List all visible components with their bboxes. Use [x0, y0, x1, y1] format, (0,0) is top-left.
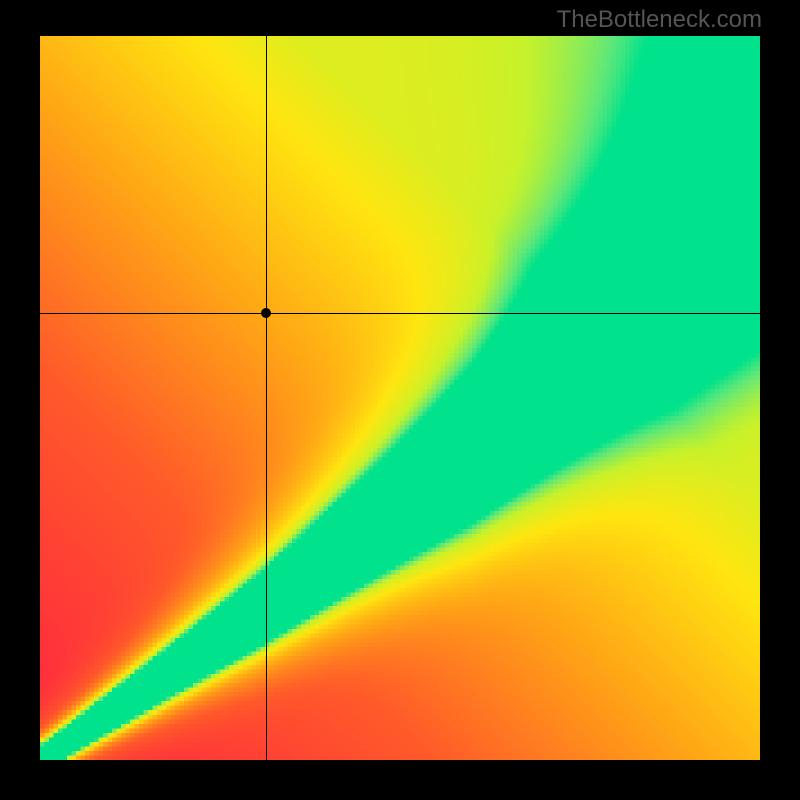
crosshair-horizontal [40, 313, 760, 314]
chart-container: TheBottleneck.com [0, 0, 800, 800]
crosshair-vertical [266, 36, 267, 760]
bottleneck-heatmap [40, 36, 760, 760]
watermark-text: TheBottleneck.com [557, 6, 762, 34]
